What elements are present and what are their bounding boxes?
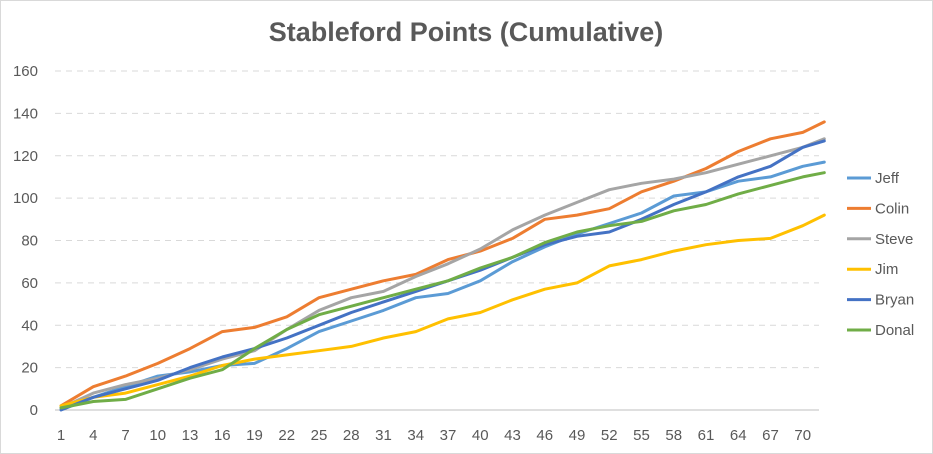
x-tick-label: 16	[214, 427, 231, 444]
x-tick-label: 58	[665, 427, 682, 444]
legend-label-jim: Jim	[875, 261, 898, 278]
series-line-colin	[59, 120, 826, 408]
series-lines	[59, 120, 826, 412]
legend-label-jeff: Jeff	[875, 170, 900, 187]
x-tick-label: 64	[730, 427, 747, 444]
y-tick-label: 20	[21, 360, 38, 377]
x-tick-label: 10	[149, 427, 166, 444]
x-tick-label: 43	[504, 427, 521, 444]
x-axis-ticks: 1 4 7 10 13 16 19 22 25 28 31 34 37 40 43 46 49 52 55 58 61 6…	[57, 427, 811, 444]
legend-item-bryan: Bryan	[847, 292, 914, 309]
legend-label-donal: Donal	[875, 322, 914, 339]
x-tick-label: 4	[89, 427, 97, 444]
x-tick-label: 46	[536, 427, 553, 444]
x-tick-label: 22	[278, 427, 295, 444]
x-tick-label: 19	[246, 427, 263, 444]
legend-label-colin: Colin	[875, 200, 909, 217]
y-axis-ticks: 0 20 40 60 80 100 120 140 160	[13, 63, 38, 419]
x-tick-label: 7	[121, 427, 129, 444]
x-tick-label: 31	[375, 427, 392, 444]
y-tick-label: 100	[13, 190, 38, 207]
x-tick-label: 40	[472, 427, 489, 444]
series-line-jim	[59, 213, 826, 408]
y-tick-label: 40	[21, 317, 38, 334]
x-tick-label: 34	[407, 427, 424, 444]
legend-item-donal: Donal	[847, 322, 914, 339]
x-tick-label: 25	[311, 427, 328, 444]
x-tick-label: 67	[762, 427, 779, 444]
x-tick-label: 52	[601, 427, 618, 444]
series-line-jeff	[59, 160, 826, 410]
x-tick-label: 13	[182, 427, 199, 444]
legend-item-steve: Steve	[847, 231, 913, 248]
x-tick-label: 37	[440, 427, 457, 444]
y-tick-label: 60	[21, 275, 38, 292]
y-tick-label: 0	[30, 402, 38, 419]
x-tick-label: 55	[633, 427, 650, 444]
x-tick-label: 70	[794, 427, 811, 444]
y-tick-label: 160	[13, 63, 38, 80]
x-tick-label: 49	[569, 427, 586, 444]
y-tick-label: 80	[21, 233, 38, 250]
legend: Jeff Colin Steve Jim Bryan Donal	[847, 170, 914, 339]
y-tick-label: 140	[13, 105, 38, 122]
x-tick-label: 28	[343, 427, 360, 444]
x-tick-label: 1	[57, 427, 65, 444]
legend-item-colin: Colin	[847, 200, 909, 217]
series-line-bryan	[59, 139, 826, 412]
legend-label-steve: Steve	[875, 231, 913, 248]
legend-item-jim: Jim	[847, 261, 898, 278]
y-tick-label: 120	[13, 148, 38, 165]
x-tick-label: 61	[698, 427, 715, 444]
legend-item-jeff: Jeff	[847, 170, 900, 187]
legend-label-bryan: Bryan	[875, 292, 914, 309]
chart-title: Stableford Points (Cumulative)	[269, 17, 664, 47]
